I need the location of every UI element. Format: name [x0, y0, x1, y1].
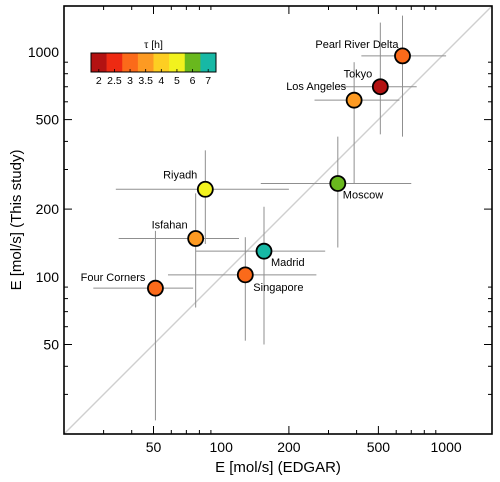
point-label: Moscow: [343, 189, 383, 201]
axes: 50 100 200 500 1000 50 100 200 500 1000: [28, 6, 492, 455]
y-tick-label: 1000: [28, 44, 59, 60]
point-label: Madrid: [271, 257, 305, 269]
colorbar-tick-label: 3: [127, 75, 133, 87]
x-tick-label: 100: [210, 439, 234, 455]
colorbar-tick-label: 4: [158, 75, 164, 87]
data-point: [187, 230, 205, 247]
point-label: Tokyo: [344, 69, 373, 81]
data-point: [394, 47, 411, 65]
x-tick-label: 500: [367, 439, 391, 455]
colorbar-swatch: [106, 53, 123, 72]
colorbar-tick-label: 3.5: [138, 75, 153, 87]
data-point: [236, 266, 254, 284]
colorbar-tick-label: 5: [174, 75, 180, 87]
colorbar-title: τ [h]: [144, 39, 163, 51]
point-label: Isfahan: [152, 220, 188, 232]
colorbar-swatch: [184, 53, 201, 72]
point-label: Singapore: [253, 282, 303, 294]
plot-frame: [63, 5, 493, 435]
colorbar-frame: [90, 52, 217, 73]
point-label: Riyadh: [163, 169, 197, 181]
colorbar-swatch: [122, 53, 139, 72]
data-point: [371, 78, 389, 96]
data-point: [255, 242, 273, 260]
colorbar-swatch: [137, 53, 154, 72]
data-point: [147, 279, 164, 297]
y-tick-label: 100: [36, 269, 60, 285]
x-tick-label: 1000: [431, 439, 462, 455]
identity-line: [63, 5, 493, 435]
x-axis-title: E [mol/s] (EDGAR): [215, 459, 341, 476]
colorbar-tick-label: 6: [190, 75, 196, 87]
y-tick-label: 200: [36, 201, 60, 217]
y-axis-title: E [mol/s] (This study): [8, 150, 25, 291]
point-label: Four Corners: [81, 272, 146, 284]
colorbar-tick-label: 7: [205, 75, 211, 87]
data-point: [345, 91, 363, 109]
y-tick-label: 500: [36, 112, 60, 128]
point-label: Los Angeles: [286, 81, 346, 93]
colorbar-swatch: [153, 53, 170, 72]
colorbar-swatch: [91, 53, 107, 72]
x-tick-label: 50: [146, 439, 162, 455]
y-tick-label: 50: [43, 337, 59, 353]
colorbar: τ [h] 2 2.5 3 3.5 4 5 6 7: [90, 39, 217, 87]
data-point: [329, 175, 347, 192]
colorbar-tick-label: 2: [96, 75, 102, 87]
colorbar-swatch: [169, 53, 186, 72]
data-point: [196, 180, 214, 198]
point-label: Pearl River Delta: [315, 39, 399, 51]
x-tick-label: 200: [277, 439, 301, 455]
colorbar-tick-label: 2.5: [107, 75, 122, 87]
colorbar-swatch: [200, 53, 217, 72]
